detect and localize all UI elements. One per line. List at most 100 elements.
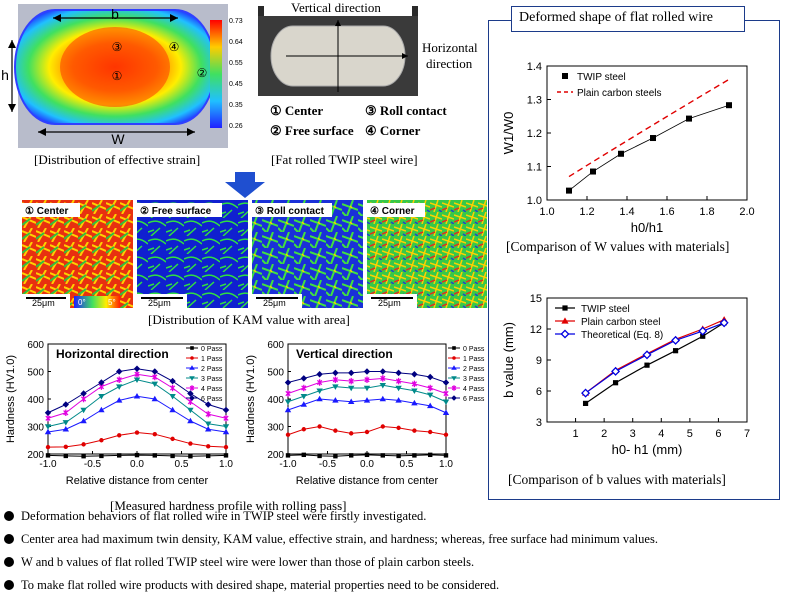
x-tick-label: 2 — [601, 428, 607, 440]
y-tick-label: 6 — [536, 386, 542, 398]
data-point — [427, 384, 433, 392]
data-point — [169, 377, 176, 385]
x-axis-label: h0/h1 — [631, 220, 664, 235]
data-point — [316, 395, 323, 402]
data-point — [395, 377, 402, 385]
data-point — [99, 453, 104, 459]
data-point — [316, 371, 323, 378]
data-point — [170, 453, 175, 459]
y-tick-label: 12 — [530, 324, 542, 336]
data-point — [428, 452, 433, 458]
legend-label: Plain carbon steels — [577, 88, 662, 99]
data-point — [332, 397, 339, 403]
data-point — [151, 395, 158, 402]
kam-map-roll-contact — [252, 200, 363, 308]
kam-label-free-surface: ② Free surface — [140, 206, 212, 217]
data-point — [348, 398, 355, 404]
data-point — [116, 384, 123, 390]
data-point — [189, 385, 195, 391]
data-point — [582, 400, 589, 406]
data-point — [332, 376, 339, 383]
x-tick-label: 4 — [658, 428, 664, 440]
legend-center: ① Center — [270, 103, 324, 118]
data-point — [151, 381, 158, 388]
y-tick-label: 200 — [267, 450, 284, 461]
x-tick-label: 1.8 — [699, 206, 714, 218]
data-point — [189, 365, 195, 370]
data-point — [133, 365, 141, 372]
y-tick-label: 500 — [27, 368, 44, 379]
legend-label: 1 Pass — [201, 356, 223, 363]
data-point — [611, 366, 621, 376]
y-tick-label: 600 — [27, 340, 44, 351]
data-point — [396, 425, 401, 431]
data-point — [205, 421, 212, 427]
data-point — [316, 379, 323, 386]
marker-roll-contact: ③ — [112, 40, 123, 54]
hardness-horizontal-chart: 200 300 400 500 600 -1.0 -0.5 0.0 0.5 1.0 Hardness… — [5, 340, 233, 487]
legend-label: Plain carbon steel — [581, 317, 661, 328]
data-point — [222, 428, 230, 435]
down-arrow-icon — [225, 172, 265, 198]
x-tick-label: 1.0 — [539, 206, 554, 218]
y-tick-label: 300 — [267, 423, 284, 434]
data-point — [151, 368, 158, 375]
data-point — [566, 187, 572, 194]
data-point — [348, 385, 355, 392]
kam-scale-min: 0° — [78, 298, 86, 307]
marker-corner: ④ — [169, 40, 180, 54]
data-point — [223, 453, 229, 458]
data-point — [427, 402, 434, 409]
data-point — [562, 305, 568, 311]
data-point — [301, 427, 306, 432]
data-point — [698, 326, 708, 336]
data-point — [133, 377, 141, 383]
kam-map-corner — [367, 200, 487, 308]
data-point — [395, 397, 402, 403]
data-point — [134, 371, 140, 378]
marker-center: ① — [112, 69, 123, 83]
data-point — [451, 385, 457, 391]
data-point — [316, 388, 323, 394]
x-tick-label: 6 — [715, 428, 721, 440]
data-point — [170, 436, 175, 442]
y-tick-label: 1.2 — [527, 128, 542, 140]
kam-scale-max: 5° — [108, 298, 116, 307]
data-point — [379, 395, 386, 402]
data-point — [187, 417, 194, 424]
data-point — [380, 453, 385, 458]
data-point — [412, 453, 417, 458]
y-tick-label: 9 — [536, 355, 542, 367]
data-point — [348, 369, 355, 377]
data-point — [411, 380, 418, 388]
kam-scale-bar: 25μm — [378, 298, 401, 308]
x-tick-label: -0.5 — [319, 459, 337, 470]
data-point — [169, 406, 176, 413]
series-line — [585, 319, 725, 394]
data-point — [442, 379, 450, 386]
x-tick-label: 0.0 — [360, 459, 374, 470]
legend-corner: ④ Corner — [365, 123, 421, 138]
data-point — [349, 453, 354, 458]
y-tick-label: 200 — [27, 450, 44, 461]
y-tick-label: 1.3 — [527, 95, 542, 107]
data-point — [284, 399, 292, 405]
conclusion-item: W and b values of flat rolled TWIP steel… — [4, 555, 474, 570]
kam-label-corner: ④ Corner — [370, 206, 415, 217]
data-point — [618, 150, 624, 157]
data-point — [99, 438, 104, 443]
data-point — [152, 373, 158, 381]
data-point — [411, 388, 418, 394]
data-point — [379, 383, 386, 389]
kam-label-roll-contact: ③ Roll contact — [255, 206, 325, 217]
data-point — [363, 385, 371, 392]
kam-label-center: ① Center — [25, 206, 69, 217]
data-point — [301, 452, 306, 458]
y-tick-label: 500 — [267, 368, 284, 379]
data-point — [443, 453, 449, 458]
data-point — [205, 401, 212, 408]
data-point — [116, 368, 123, 375]
vertical-direction-label: Vertical direction — [291, 0, 381, 15]
data-point — [62, 420, 69, 426]
y-tick-label: 400 — [27, 395, 44, 406]
